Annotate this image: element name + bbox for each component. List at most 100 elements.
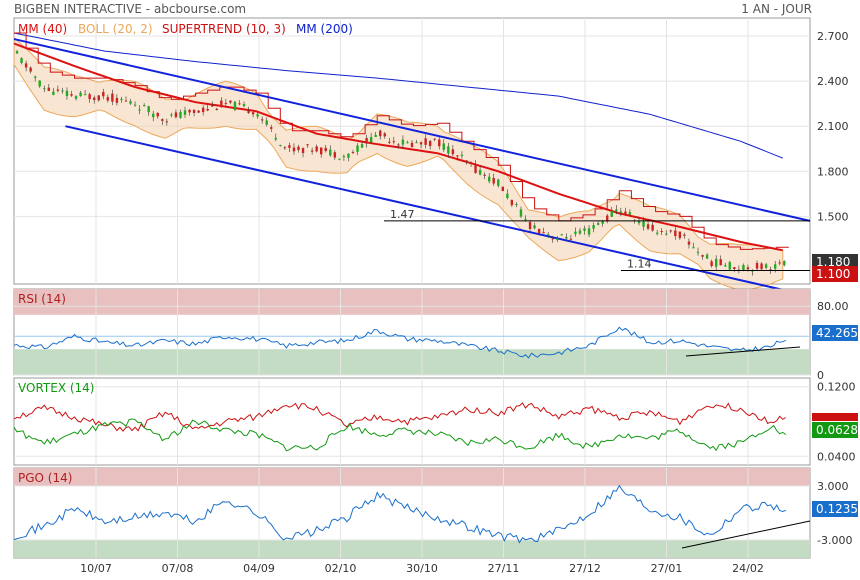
candle-body xyxy=(61,90,64,92)
candle-body xyxy=(533,225,536,229)
candle-body xyxy=(528,221,532,230)
candle-body xyxy=(379,130,382,137)
candle-body xyxy=(170,114,173,116)
candle-body xyxy=(388,141,391,143)
candle-body xyxy=(93,97,96,101)
candle-body xyxy=(769,269,772,271)
candle-body xyxy=(619,211,623,213)
candle-body xyxy=(20,58,23,63)
vortex-minus-line xyxy=(13,402,787,432)
candle-body xyxy=(229,100,232,103)
annotation-level-label: 1.14 xyxy=(627,257,652,270)
candle-body xyxy=(447,146,450,154)
candle-body xyxy=(742,265,745,271)
candle-body xyxy=(751,270,754,272)
chart-title: BIGBEN INTERACTIVE - abcbourse.com xyxy=(14,2,247,16)
candle-body xyxy=(701,255,704,257)
candle-body xyxy=(642,221,645,227)
candle-body xyxy=(351,151,355,153)
candle-body xyxy=(238,103,241,105)
annotation-level-label: 1.47 xyxy=(390,208,415,221)
candle-body xyxy=(655,232,659,234)
candle-body xyxy=(156,112,159,117)
x-axis-tick-label: 04/09 xyxy=(243,562,275,575)
candle-body xyxy=(38,80,41,87)
candle-body xyxy=(569,238,573,240)
candle-body xyxy=(783,261,786,266)
pgo-y-tick-label: -3.000 xyxy=(817,534,852,547)
vortex-panel-frame xyxy=(13,377,811,466)
candle-body xyxy=(70,94,73,96)
candle-body xyxy=(142,105,146,107)
price-legend-item: MM (200) xyxy=(296,22,353,36)
candle-body xyxy=(687,241,691,245)
x-axis-tick-label: 24/02 xyxy=(732,562,764,575)
rsi-legend-label: RSI (14) xyxy=(18,292,66,306)
candle-body xyxy=(519,209,523,217)
candle-body xyxy=(683,234,686,236)
candle-body xyxy=(65,90,69,97)
rsi-overbought-zone xyxy=(14,289,810,315)
candle-body xyxy=(206,108,209,111)
price-legend-item: BOLL (20, 2) xyxy=(78,22,153,36)
candle-body xyxy=(179,111,182,118)
candle-body xyxy=(478,169,482,175)
candle-body xyxy=(333,152,337,158)
candle-body xyxy=(83,94,87,96)
x-axis-tick-label: 27/12 xyxy=(569,562,601,575)
candle-body xyxy=(424,138,427,145)
candle-body xyxy=(469,162,473,164)
candle-body xyxy=(578,230,582,234)
candle-body xyxy=(183,110,187,115)
candle-body xyxy=(15,51,19,54)
vortex-value-badge xyxy=(812,422,858,438)
pgo-y-tick-label: 3.000 xyxy=(817,480,849,493)
pgo-value-label: 0.1235 xyxy=(816,502,858,516)
candle-body xyxy=(301,148,305,153)
candle-body xyxy=(705,254,709,259)
candle-body xyxy=(546,234,550,236)
rsi-oversold-zone xyxy=(14,349,810,375)
candle-body xyxy=(360,144,364,148)
candle-body xyxy=(596,223,600,225)
price-y-tick-label: 2.100 xyxy=(817,120,849,133)
candle-body xyxy=(279,144,282,146)
candle-body xyxy=(515,203,518,205)
candle-body xyxy=(152,113,155,118)
candle-body xyxy=(147,106,150,113)
candle-body xyxy=(283,147,287,149)
candle-body xyxy=(165,121,169,123)
candle-body xyxy=(79,92,82,97)
candle-body xyxy=(474,164,477,173)
candle-body xyxy=(719,259,722,266)
candle-body xyxy=(587,228,591,235)
channel-lower-line xyxy=(65,125,811,297)
candle-body xyxy=(138,109,141,111)
candle-body xyxy=(755,262,759,269)
vortex-y-tick-label: 0.1200 xyxy=(817,381,856,394)
candle-body xyxy=(410,142,414,148)
x-axis-tick-label: 27/01 xyxy=(651,562,683,575)
candle-body xyxy=(365,137,368,144)
candle-body xyxy=(397,144,400,146)
candle-body xyxy=(524,218,527,220)
candle-body xyxy=(342,156,346,158)
candle-body xyxy=(428,140,432,147)
candle-body xyxy=(678,231,682,239)
candle-body xyxy=(610,210,613,217)
price-y-tick-label: 2.400 xyxy=(817,75,849,88)
candle-body xyxy=(242,104,246,107)
candle-body xyxy=(247,110,250,113)
pgo-overbought-zone xyxy=(14,468,810,486)
candle-body xyxy=(510,199,514,206)
candle-body xyxy=(356,145,359,152)
candle-body xyxy=(102,91,105,97)
candle-body xyxy=(456,155,459,157)
x-axis-tick-label: 27/11 xyxy=(488,562,520,575)
candle-body xyxy=(251,112,255,115)
candle-body xyxy=(260,119,264,121)
candle-body xyxy=(778,262,781,264)
candle-body xyxy=(406,142,409,144)
pgo-oversold-zone xyxy=(14,540,810,558)
